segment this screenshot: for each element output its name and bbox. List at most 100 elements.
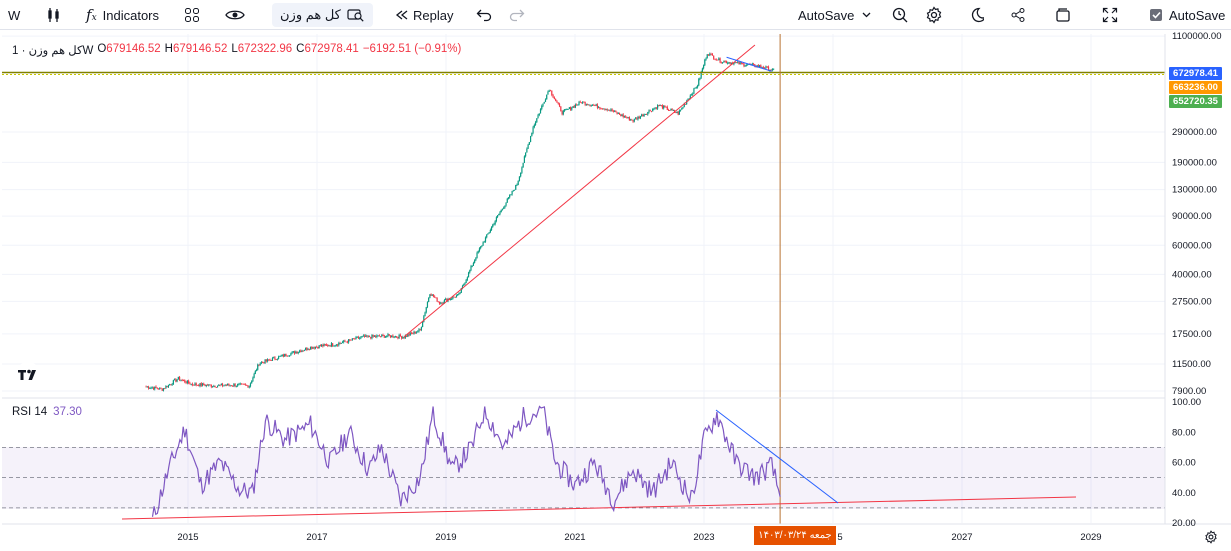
autosave-checkbox-label: AutoSave [1169, 7, 1226, 23]
candle-body [179, 376, 181, 381]
candle-body [549, 90, 552, 92]
candle-body [364, 335, 366, 337]
candle-body [733, 62, 735, 65]
legend-o-value: 679146.52 [106, 43, 161, 55]
candle-body [357, 337, 360, 339]
candle-body [699, 77, 701, 80]
autosave-dropdown-label: AutoSave [798, 7, 855, 23]
candles-icon[interactable] [45, 0, 63, 30]
candle-body [636, 118, 638, 120]
candle-body [419, 329, 421, 331]
candle-body [766, 66, 768, 68]
tradingview-logo-icon[interactable] [14, 363, 42, 387]
candle-body [629, 119, 632, 121]
candle-body [529, 136, 532, 143]
candle-body [633, 118, 635, 122]
candle-body [360, 336, 362, 338]
settings-gear-icon[interactable] [925, 0, 943, 30]
candle-body [198, 385, 200, 387]
templates-icon[interactable] [184, 0, 200, 30]
candle-body [681, 107, 683, 110]
autosave-dropdown[interactable]: AutoSave [798, 0, 871, 30]
candle-body [441, 302, 443, 304]
candle-body [426, 302, 429, 308]
candle-body [210, 384, 212, 387]
candle-body [638, 116, 640, 119]
candle-body [751, 63, 753, 65]
candle-body [614, 110, 616, 112]
candle-body [313, 347, 315, 349]
candle-body [486, 234, 488, 238]
candle-body [443, 299, 445, 303]
candle-body [262, 362, 264, 364]
candle-body [481, 245, 483, 247]
candle-body [263, 362, 265, 364]
candle-body [647, 112, 649, 115]
candle-body [226, 384, 229, 386]
candle-body [152, 387, 155, 390]
fullscreen-icon[interactable] [1102, 0, 1118, 30]
candle-body [205, 384, 207, 387]
candle-body [199, 383, 201, 387]
candle-body [617, 113, 619, 114]
candle-body [195, 383, 197, 385]
indicators-button[interactable]: fx Indicators [86, 0, 159, 30]
candle-body [492, 224, 494, 227]
candle-body [282, 354, 285, 357]
candle-body [552, 94, 554, 98]
candle-body [271, 358, 274, 361]
eye-icon[interactable] [225, 0, 245, 30]
interval-label: W [8, 7, 21, 23]
price-tick-label: 27500.00 [1172, 296, 1212, 307]
candle-body [599, 107, 601, 109]
symbol-search-button[interactable]: کل هم وزن [272, 3, 373, 27]
share-icon[interactable] [1010, 0, 1026, 30]
candle-body [161, 388, 163, 391]
top-toolbar: W fx Indicators کل هم وزن Replay AutoSav… [0, 0, 1231, 30]
candle-body [480, 246, 482, 249]
price-tick-label: 7900.00 [1172, 386, 1206, 397]
candle-body [203, 383, 205, 386]
candle-body [563, 109, 566, 111]
symbol-label: کل هم وزن [280, 7, 341, 22]
candle-body [739, 62, 741, 65]
candle-body [201, 383, 204, 386]
undo-icon[interactable] [476, 0, 492, 30]
candle-body [444, 299, 447, 300]
candle-body [361, 336, 363, 337]
candle-body [329, 345, 331, 347]
candle-body [713, 55, 715, 59]
candle-body [729, 62, 731, 64]
candle-body [735, 62, 738, 64]
candle-body [684, 104, 687, 105]
axis-settings-gear-icon[interactable] [1204, 528, 1218, 546]
candle-body [224, 385, 226, 387]
candle-body [689, 95, 691, 99]
candle-body [264, 359, 266, 364]
candle-body [537, 115, 539, 119]
candle-body [474, 260, 476, 263]
trend-line [403, 44, 756, 338]
candle-body [489, 229, 491, 233]
legend-title: کل هم وزن · 1W [12, 45, 94, 57]
candle-body [655, 107, 657, 109]
replay-button[interactable]: Replay [395, 0, 453, 30]
interval-button[interactable]: W [4, 0, 24, 30]
theme-moon-icon[interactable] [968, 0, 984, 30]
candle-body [637, 116, 639, 120]
redo-icon[interactable] [509, 0, 525, 30]
time-tick-label: 2027 [951, 532, 972, 543]
quick-search-icon[interactable] [891, 0, 909, 30]
drawings [2, 34, 1165, 524]
rsi-value: 37.30 [53, 406, 82, 418]
snapshot-icon[interactable] [1055, 0, 1071, 30]
candle-body [487, 233, 489, 235]
candle-body [696, 85, 699, 88]
candle-body [275, 359, 277, 360]
candle-body [463, 284, 465, 286]
candle-body [521, 167, 523, 173]
autosave-checkbox[interactable]: AutoSave [1150, 0, 1225, 30]
candle-body [618, 113, 621, 115]
candle-body [287, 355, 290, 357]
